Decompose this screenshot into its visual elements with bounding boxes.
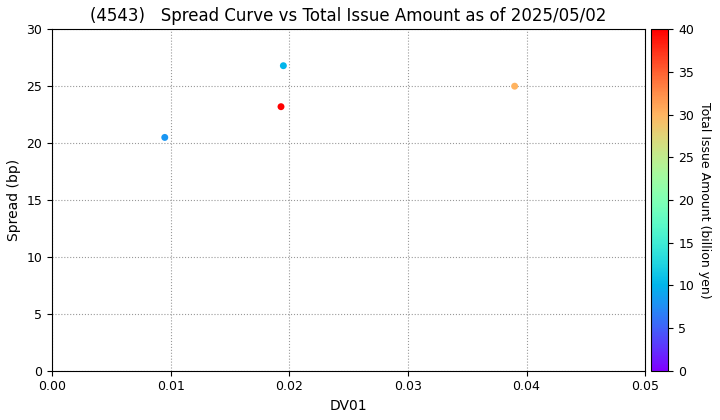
Point	[278, 62, 289, 69]
Point	[509, 83, 521, 89]
Point	[275, 103, 287, 110]
X-axis label: DV01: DV01	[330, 399, 367, 413]
Y-axis label: Spread (bp): Spread (bp)	[7, 159, 21, 241]
Y-axis label: Total Issue Amount (billion yen): Total Issue Amount (billion yen)	[698, 102, 711, 298]
Title: (4543)   Spread Curve vs Total Issue Amount as of 2025/05/02: (4543) Spread Curve vs Total Issue Amoun…	[91, 7, 607, 25]
Point	[159, 134, 171, 141]
